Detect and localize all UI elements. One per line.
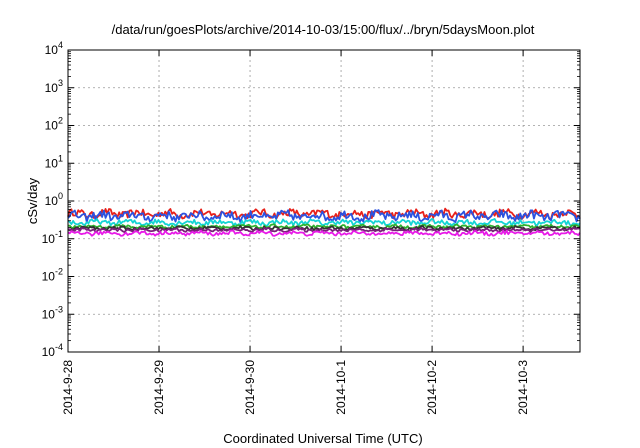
- x-tick-label: 2014-9-30: [243, 360, 257, 415]
- x-tick-label: 2014-9-28: [61, 360, 75, 415]
- y-tick-base: 10: [42, 307, 56, 321]
- y-tick-base: 10: [45, 156, 59, 170]
- series-line: [67, 209, 581, 224]
- y-tick-label: 10-2: [42, 267, 63, 284]
- x-tick-label: 2014-10-3: [516, 360, 530, 415]
- y-tick-base: 10: [45, 194, 59, 208]
- y-tick-exponent: 1: [58, 153, 63, 163]
- series-line: [67, 229, 581, 237]
- x-tick-label: 2014-10-2: [425, 360, 439, 415]
- y-tick-exponent: 4: [58, 40, 63, 50]
- x-tick-label: 2014-9-29: [152, 360, 166, 415]
- y-tick-base: 10: [42, 345, 56, 359]
- chart-title: /data/run/goesPlots/archive/2014-10-03/1…: [112, 22, 535, 37]
- y-tick-base: 10: [45, 119, 59, 133]
- y-tick-exponent: 0: [58, 191, 63, 201]
- grid-lines: [67, 50, 580, 352]
- y-tick-label: 104: [45, 40, 63, 57]
- y-tick-label: 102: [45, 116, 63, 133]
- y-axis-label: cSv/day: [25, 177, 40, 224]
- x-axis-label: Coordinated Universal Time (UTC): [223, 431, 422, 446]
- x-axis: 2014-9-28 2014-9-29 2014-9-30 2014-10-1 2014…: [61, 50, 530, 415]
- series-line: [67, 225, 581, 232]
- y-tick-exponent: 3: [58, 78, 63, 88]
- x-tick-label: 2014-10-1: [334, 360, 348, 415]
- y-tick-exponent: 2: [58, 116, 63, 126]
- y-tick-exponent: -2: [55, 267, 63, 277]
- series-line: [67, 227, 581, 234]
- y-tick-exponent: -4: [55, 342, 63, 352]
- y-tick-base: 10: [42, 270, 56, 284]
- y-tick-label: 10-4: [42, 342, 63, 359]
- y-tick-exponent: -3: [55, 304, 63, 314]
- series-group: [67, 207, 581, 237]
- series-line: [67, 218, 581, 227]
- y-tick-base: 10: [45, 43, 59, 57]
- y-tick-label: 10-3: [42, 304, 63, 321]
- y-tick-base: 10: [45, 81, 59, 95]
- y-tick-base: 10: [42, 232, 56, 246]
- y-tick-label: 100: [45, 191, 63, 208]
- y-tick-exponent: -1: [55, 229, 63, 239]
- y-tick-label: 101: [45, 153, 63, 170]
- y-tick-label: 103: [45, 78, 63, 95]
- y-tick-label: 10-1: [42, 229, 63, 246]
